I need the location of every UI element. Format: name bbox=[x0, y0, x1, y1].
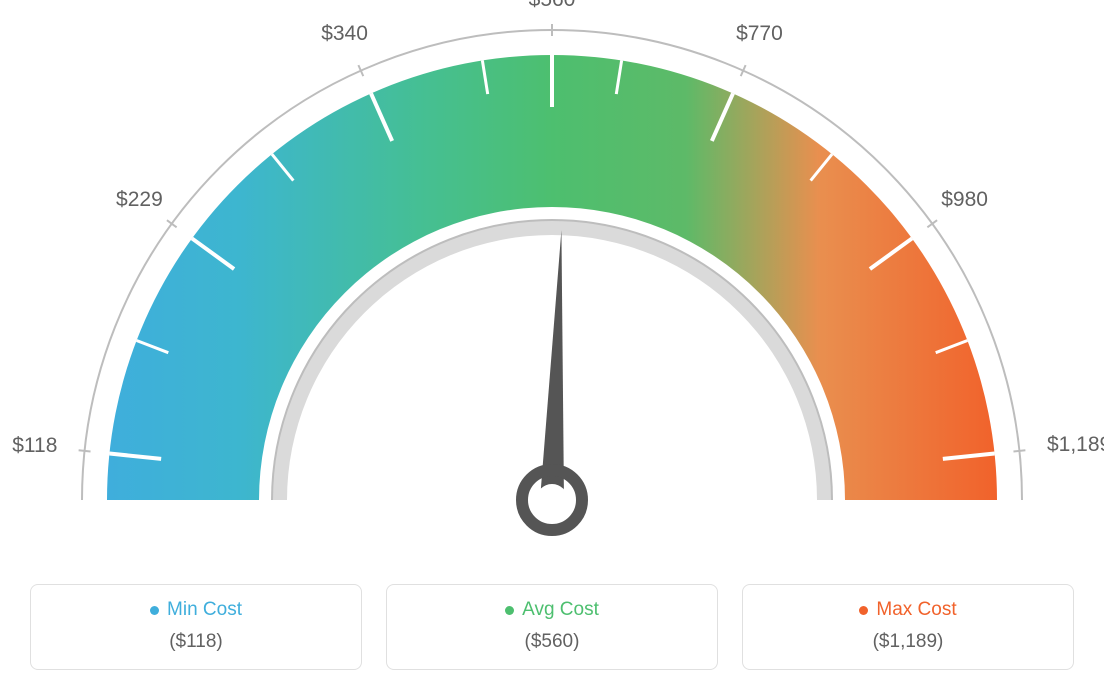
gauge-area: $118 $229 $340 $560 $770 $980 $1,189 bbox=[0, 0, 1104, 560]
legend-label: Min Cost bbox=[167, 599, 242, 621]
gauge-tick-label: $340 bbox=[321, 22, 368, 46]
legend-card-avg: Avg Cost ($560) bbox=[386, 584, 718, 670]
legend-card-min: Min Cost ($118) bbox=[30, 584, 362, 670]
gauge-tick-label: $118 bbox=[12, 434, 57, 458]
legend-title-min: Min Cost bbox=[150, 599, 242, 621]
legend-label: Max Cost bbox=[876, 599, 956, 621]
legend-value: ($560) bbox=[397, 631, 707, 653]
chart-container: $118 $229 $340 $560 $770 $980 $1,189 Min Cost … bbox=[0, 0, 1104, 690]
dot-icon bbox=[150, 606, 159, 615]
gauge-tick-label: $770 bbox=[736, 22, 783, 46]
legend-label: Avg Cost bbox=[522, 599, 599, 621]
gauge-tick-label: $1,189 bbox=[1047, 433, 1104, 457]
gauge-svg bbox=[0, 0, 1104, 560]
dot-icon bbox=[505, 606, 514, 615]
gauge-tick-label: $560 bbox=[529, 0, 576, 12]
legend-card-max: Max Cost ($1,189) bbox=[742, 584, 1074, 670]
legend-title-avg: Avg Cost bbox=[505, 599, 599, 621]
legend-row: Min Cost ($118) Avg Cost ($560) Max Cost… bbox=[0, 584, 1104, 670]
legend-value: ($118) bbox=[41, 631, 351, 653]
gauge-tick-label: $980 bbox=[941, 188, 988, 212]
dot-icon bbox=[859, 606, 868, 615]
gauge-tick-label: $229 bbox=[116, 188, 163, 212]
legend-value: ($1,189) bbox=[753, 631, 1063, 653]
legend-title-max: Max Cost bbox=[859, 599, 956, 621]
